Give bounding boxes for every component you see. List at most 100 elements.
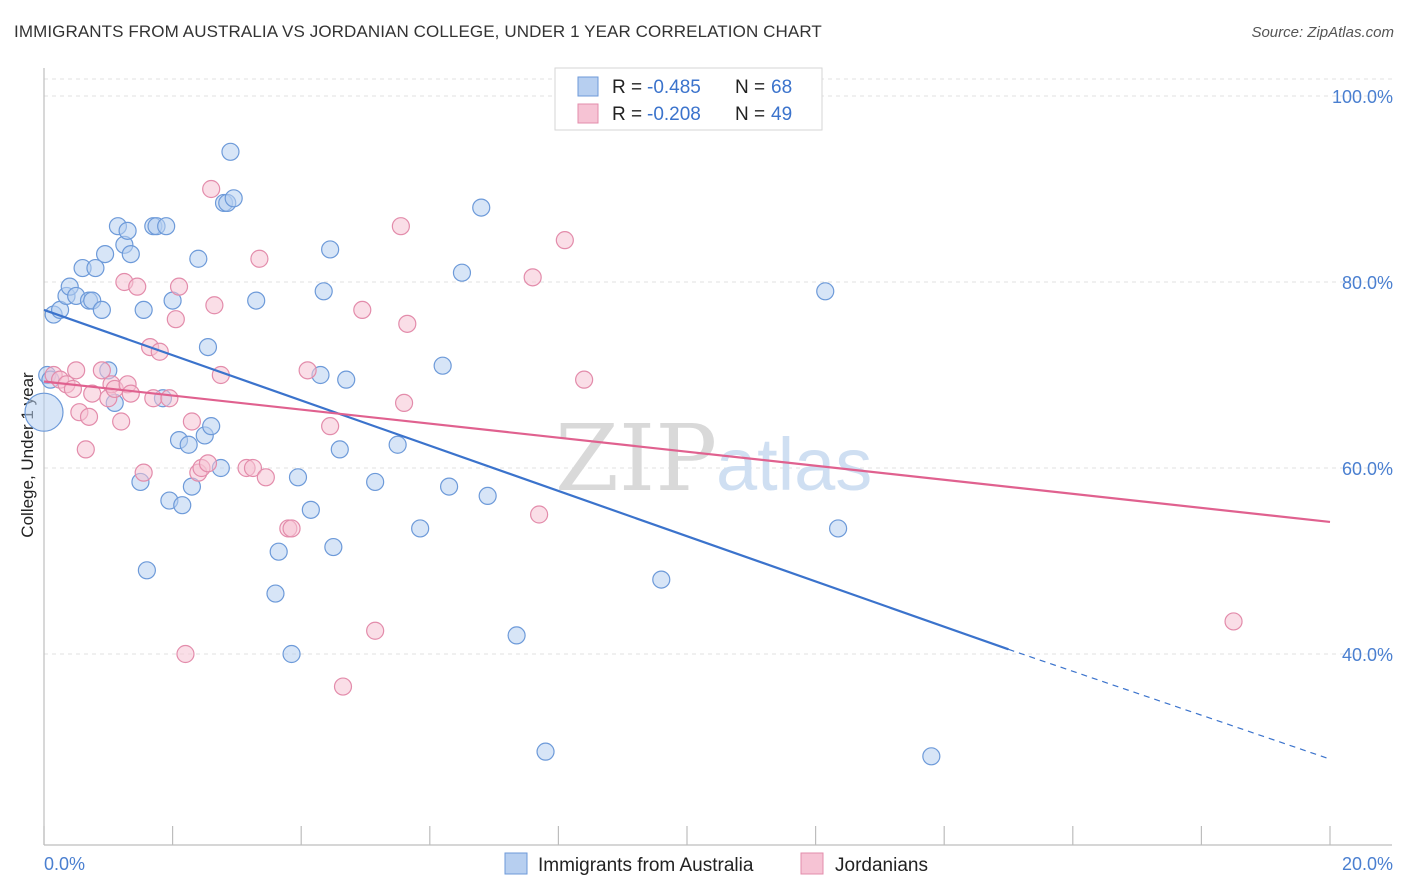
legend-r-label-1: R =: [612, 77, 642, 98]
data-point-jordanians: [67, 361, 86, 380]
data-point-jordanians: [166, 310, 185, 329]
data-point-australia: [922, 747, 941, 766]
series-label-australia: Immigrants from Australia: [538, 855, 754, 876]
data-point-jordanians: [243, 458, 263, 478]
data-point-jordanians: [198, 454, 218, 473]
data-point-australia: [478, 486, 497, 505]
legend-n-value-1: 68: [771, 77, 792, 98]
data-point-jordanians: [112, 412, 131, 431]
data-point-jordanians: [182, 412, 201, 431]
series-legend: Immigrants from Australia Jordanians: [504, 852, 928, 876]
watermark-zip: ZIP: [555, 405, 717, 512]
data-point-jordanians: [76, 440, 95, 459]
data-point-jordanians: [530, 505, 549, 524]
legend-swatch-pink: [577, 103, 599, 124]
chart-source: Source: ZipAtlas.com: [1251, 24, 1394, 41]
x-tick-labels: 0.0% 20.0%: [44, 854, 1393, 874]
y-tick-labels: 40.0% 60.0% 80.0% 100.0%: [1332, 87, 1393, 665]
data-point-jordanians: [333, 677, 353, 696]
legend-r-value-1: -0.485: [647, 77, 701, 98]
data-point-jordanians: [256, 468, 275, 487]
legend-r-value-2: -0.208: [647, 104, 701, 125]
x-tick-label: 20.0%: [1342, 854, 1393, 874]
data-point-australia: [330, 440, 349, 459]
legend-box: [554, 67, 823, 131]
data-point-australia: [118, 221, 137, 240]
data-point-jordanians: [169, 277, 189, 296]
data-point-jordanians: [134, 463, 153, 482]
legend-r-label-2: R =: [612, 104, 642, 125]
data-point-australia: [321, 240, 340, 259]
data-point-jordanians: [321, 417, 340, 436]
data-point-australia: [472, 198, 491, 217]
legend-n-value-2: 49: [771, 104, 792, 125]
data-point-jordanians: [523, 268, 542, 287]
data-point-australia: [439, 477, 459, 496]
data-point-australia: [282, 644, 301, 664]
data-point-australia: [301, 500, 320, 519]
y-tick-label: 40.0%: [1342, 645, 1393, 665]
data-point-jordanians: [121, 384, 140, 403]
data-point-jordanians: [282, 519, 301, 538]
data-point-australia: [92, 300, 111, 319]
data-point-australia: [366, 472, 385, 492]
data-point-jordanians: [353, 300, 372, 319]
data-point-australia: [173, 496, 192, 515]
data-points: [24, 142, 1243, 766]
data-point-jordanians: [298, 361, 317, 380]
data-point-australia: [452, 263, 472, 282]
grid-lines: [44, 78, 1392, 655]
trend-line-australia-extension: [1008, 648, 1331, 760]
data-point-australia: [95, 245, 115, 264]
data-point-jordanians: [250, 249, 269, 268]
x-tick-label: 0.0%: [44, 854, 85, 874]
data-point-jordanians: [555, 231, 574, 250]
data-point-jordanians: [398, 314, 417, 333]
axes: [43, 68, 1392, 846]
data-point-australia: [324, 537, 343, 557]
legend-n-label-1: N =: [735, 77, 765, 98]
data-point-jordanians: [128, 277, 147, 296]
data-point-jordanians: [575, 370, 594, 389]
trend-lines: [43, 308, 1331, 760]
data-point-australia: [224, 189, 243, 208]
data-point-australia: [198, 338, 218, 357]
data-point-jordanians: [391, 217, 410, 236]
legend-n-label-2: N =: [735, 104, 765, 125]
correlation-legend: R = -0.485 N = 68 R = -0.208 N = 49: [554, 67, 823, 131]
data-point-australia: [266, 584, 285, 603]
data-point-jordanians: [160, 389, 179, 408]
data-point-jordanians: [205, 296, 224, 315]
data-point-australia: [314, 282, 333, 301]
data-point-australia: [388, 435, 407, 454]
series-swatch-australia: [504, 852, 528, 875]
data-point-australia: [411, 519, 430, 538]
data-point-australia: [247, 291, 266, 310]
y-tick-label: 60.0%: [1342, 459, 1393, 479]
data-point-jordanians: [394, 393, 414, 412]
data-point-jordanians: [202, 179, 221, 199]
data-point-australia: [134, 300, 153, 319]
data-point-australia: [433, 356, 452, 375]
data-point-jordanians: [366, 621, 385, 640]
data-point-australia: [137, 561, 156, 580]
data-point-australia: [507, 626, 526, 645]
data-point-australia: [288, 468, 308, 487]
legend-swatch-blue: [577, 76, 599, 97]
y-tick-label: 100.0%: [1332, 87, 1393, 107]
data-point-australia: [337, 370, 356, 389]
data-point-australia: [179, 435, 198, 454]
data-point-australia: [536, 742, 555, 761]
data-point-australia: [816, 282, 835, 301]
trend-line-australia: [43, 308, 1009, 651]
data-point-australia: [121, 245, 140, 264]
series-swatch-jordanians: [800, 852, 824, 875]
data-point-australia: [269, 542, 288, 561]
data-point-australia: [189, 249, 208, 268]
data-point-jordanians: [79, 407, 99, 426]
data-point-australia: [24, 392, 64, 432]
data-point-australia: [157, 217, 176, 236]
data-point-australia: [652, 570, 671, 589]
data-point-jordanians: [1224, 612, 1243, 631]
